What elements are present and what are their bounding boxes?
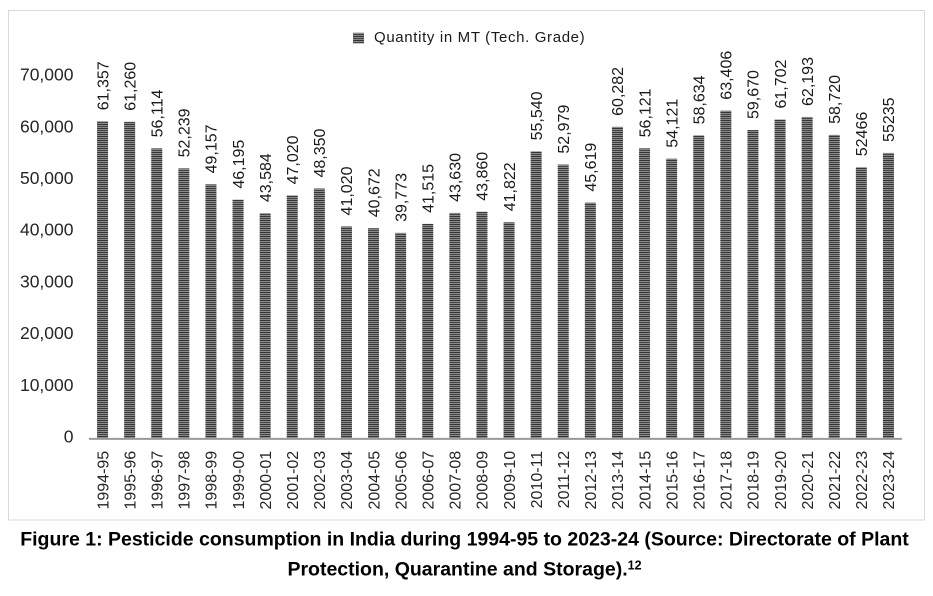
svg-text:0: 0 (64, 427, 74, 447)
svg-text:56,114: 56,114 (150, 90, 167, 138)
svg-text:2023-24: 2023-24 (881, 451, 898, 510)
svg-text:2022-23: 2022-23 (854, 451, 871, 510)
svg-text:61,702: 61,702 (773, 59, 790, 108)
svg-text:Protection, Quarantine and Sto: Protection, Quarantine and Storage).12 (287, 559, 641, 581)
svg-text:45,619: 45,619 (583, 143, 600, 192)
svg-text:2001-02: 2001-02 (285, 451, 302, 510)
svg-text:58,634: 58,634 (692, 75, 709, 124)
svg-text:70,000: 70,000 (20, 65, 74, 85)
svg-text:1995-96: 1995-96 (122, 451, 139, 510)
svg-text:2017-18: 2017-18 (719, 451, 736, 510)
svg-text:49,157: 49,157 (204, 124, 221, 173)
svg-text:47,020: 47,020 (285, 135, 302, 184)
svg-text:2013-14: 2013-14 (610, 451, 627, 510)
svg-text:58,720: 58,720 (827, 75, 844, 124)
svg-text:2014-15: 2014-15 (637, 451, 654, 510)
svg-text:56,121: 56,121 (637, 88, 654, 137)
svg-text:41,020: 41,020 (339, 166, 356, 215)
svg-text:52,979: 52,979 (556, 105, 573, 154)
svg-text:52,239: 52,239 (177, 108, 194, 157)
svg-text:2009-10: 2009-10 (502, 451, 519, 510)
svg-text:2004-05: 2004-05 (366, 451, 383, 510)
svg-text:40,000: 40,000 (20, 220, 74, 240)
svg-text:30,000: 30,000 (20, 271, 74, 291)
svg-text:54,121: 54,121 (664, 99, 681, 148)
svg-text:2020-21: 2020-21 (800, 451, 817, 510)
svg-text:2019-20: 2019-20 (773, 451, 790, 510)
svg-text:2016-17: 2016-17 (692, 451, 709, 510)
svg-text:50,000: 50,000 (20, 168, 74, 188)
svg-text:46,195: 46,195 (231, 140, 248, 189)
svg-text:41,822: 41,822 (502, 162, 519, 211)
svg-text:55235: 55235 (881, 97, 898, 142)
svg-text:2012-13: 2012-13 (583, 451, 600, 510)
svg-text:1998-99: 1998-99 (204, 451, 221, 510)
svg-text:2008-09: 2008-09 (475, 451, 492, 510)
svg-text:Figure 1: Pesticide consumptio: Figure 1: Pesticide consumption in India… (20, 529, 909, 551)
svg-text:1999-00: 1999-00 (231, 451, 248, 510)
svg-text:2021-22: 2021-22 (827, 451, 844, 510)
svg-text:2005-06: 2005-06 (393, 451, 410, 510)
svg-text:52466: 52466 (854, 112, 871, 157)
svg-text:1996-97: 1996-97 (150, 451, 167, 510)
svg-text:40,672: 40,672 (366, 168, 383, 217)
svg-text:1994-95: 1994-95 (95, 451, 112, 510)
svg-text:61,357: 61,357 (95, 61, 112, 110)
svg-text:39,773: 39,773 (393, 173, 410, 222)
svg-text:Quantity in MT (Tech. Grade): Quantity in MT (Tech. Grade) (374, 29, 585, 46)
svg-text:2010-11: 2010-11 (529, 451, 546, 509)
svg-text:43,584: 43,584 (258, 153, 275, 202)
svg-text:2006-07: 2006-07 (421, 451, 438, 510)
svg-text:60,000: 60,000 (20, 116, 74, 136)
svg-text:20,000: 20,000 (20, 323, 74, 343)
svg-text:63,406: 63,406 (719, 51, 736, 100)
svg-text:60,282: 60,282 (610, 67, 627, 116)
svg-text:2015-16: 2015-16 (664, 451, 681, 510)
svg-text:2007-08: 2007-08 (448, 451, 465, 510)
svg-text:61,260: 61,260 (122, 62, 139, 111)
svg-text:48,350: 48,350 (312, 128, 329, 177)
svg-text:2003-04: 2003-04 (339, 451, 356, 510)
svg-text:55,540: 55,540 (529, 91, 546, 140)
svg-text:2002-03: 2002-03 (312, 451, 329, 510)
svg-text:1997-98: 1997-98 (177, 451, 194, 510)
svg-text:43,860: 43,860 (475, 152, 492, 201)
svg-text:59,670: 59,670 (746, 70, 763, 119)
svg-text:43,630: 43,630 (448, 153, 465, 202)
svg-text:10,000: 10,000 (20, 375, 74, 395)
svg-text:62,193: 62,193 (800, 57, 817, 106)
svg-text:2018-19: 2018-19 (746, 451, 763, 510)
svg-text:2000-01: 2000-01 (258, 451, 275, 510)
svg-text:2011-12: 2011-12 (556, 451, 573, 509)
svg-text:41,515: 41,515 (421, 164, 438, 213)
